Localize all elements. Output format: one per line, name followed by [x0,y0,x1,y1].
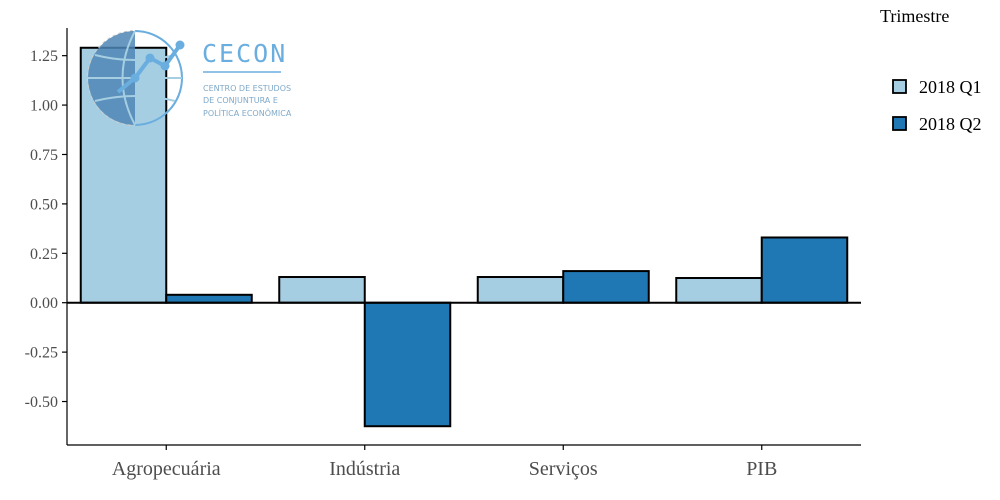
legend-items: 2018 Q1 2018 Q2 [892,77,982,134]
y-tick-label: 0.25 [30,246,58,263]
bar-pib-2018-q2 [760,236,849,304]
bar-industria-2018-q2 [363,301,452,428]
x-tick-label: PIB [746,458,777,480]
bar-agropecuaria-2018-q2 [165,293,253,304]
legend-swatch [892,79,907,94]
bar-servicos-2018-q2 [562,270,650,304]
logo-subtitle-line-2: DE CONJUNTURA E [203,96,278,105]
logo-subtitle-line-3: POLÍTICA ECONÔMICA [203,107,292,118]
x-axis-ticks: Agropecuária Indústria Serviços PIB [112,445,777,480]
logo-title: CECON [202,39,287,68]
cecon-logo: CECON CENTRO DE ESTUDOS DE CONJUNTURA E … [87,30,292,126]
x-tick-label: Indústria [329,458,400,480]
y-tick-label: 1.00 [30,98,58,115]
x-tick-label: Agropecuária [112,458,221,480]
y-axis-ticks: 1.25 1.00 0.75 0.50 0.25 0.00 -0.25 -0.50 [25,48,67,411]
y-tick-label: 0.00 [30,295,58,312]
globe-icon [87,30,185,126]
legend-label: 2018 Q2 [919,114,982,134]
y-tick-label: 0.50 [30,196,58,213]
legend: Trimestre 2018 Q1 2018 Q2 [880,6,982,134]
bar-pib-2018-q1 [675,277,763,304]
y-tick-label: 0.75 [30,147,58,164]
y-tick-label: -0.25 [25,345,58,362]
x-tick-label: Serviços [529,458,598,480]
y-tick-label: -0.50 [25,394,58,411]
legend-swatch [892,116,907,131]
bars-layer [79,46,849,428]
bar-servicos-2018-q1 [476,276,565,304]
y-tick-label: 1.25 [30,48,58,65]
bar-industria-2018-q1 [278,276,366,304]
legend-title: Trimestre [880,6,949,26]
legend-label: 2018 Q1 [919,77,982,97]
logo-subtitle-line-1: CENTRO DE ESTUDOS [203,84,291,93]
